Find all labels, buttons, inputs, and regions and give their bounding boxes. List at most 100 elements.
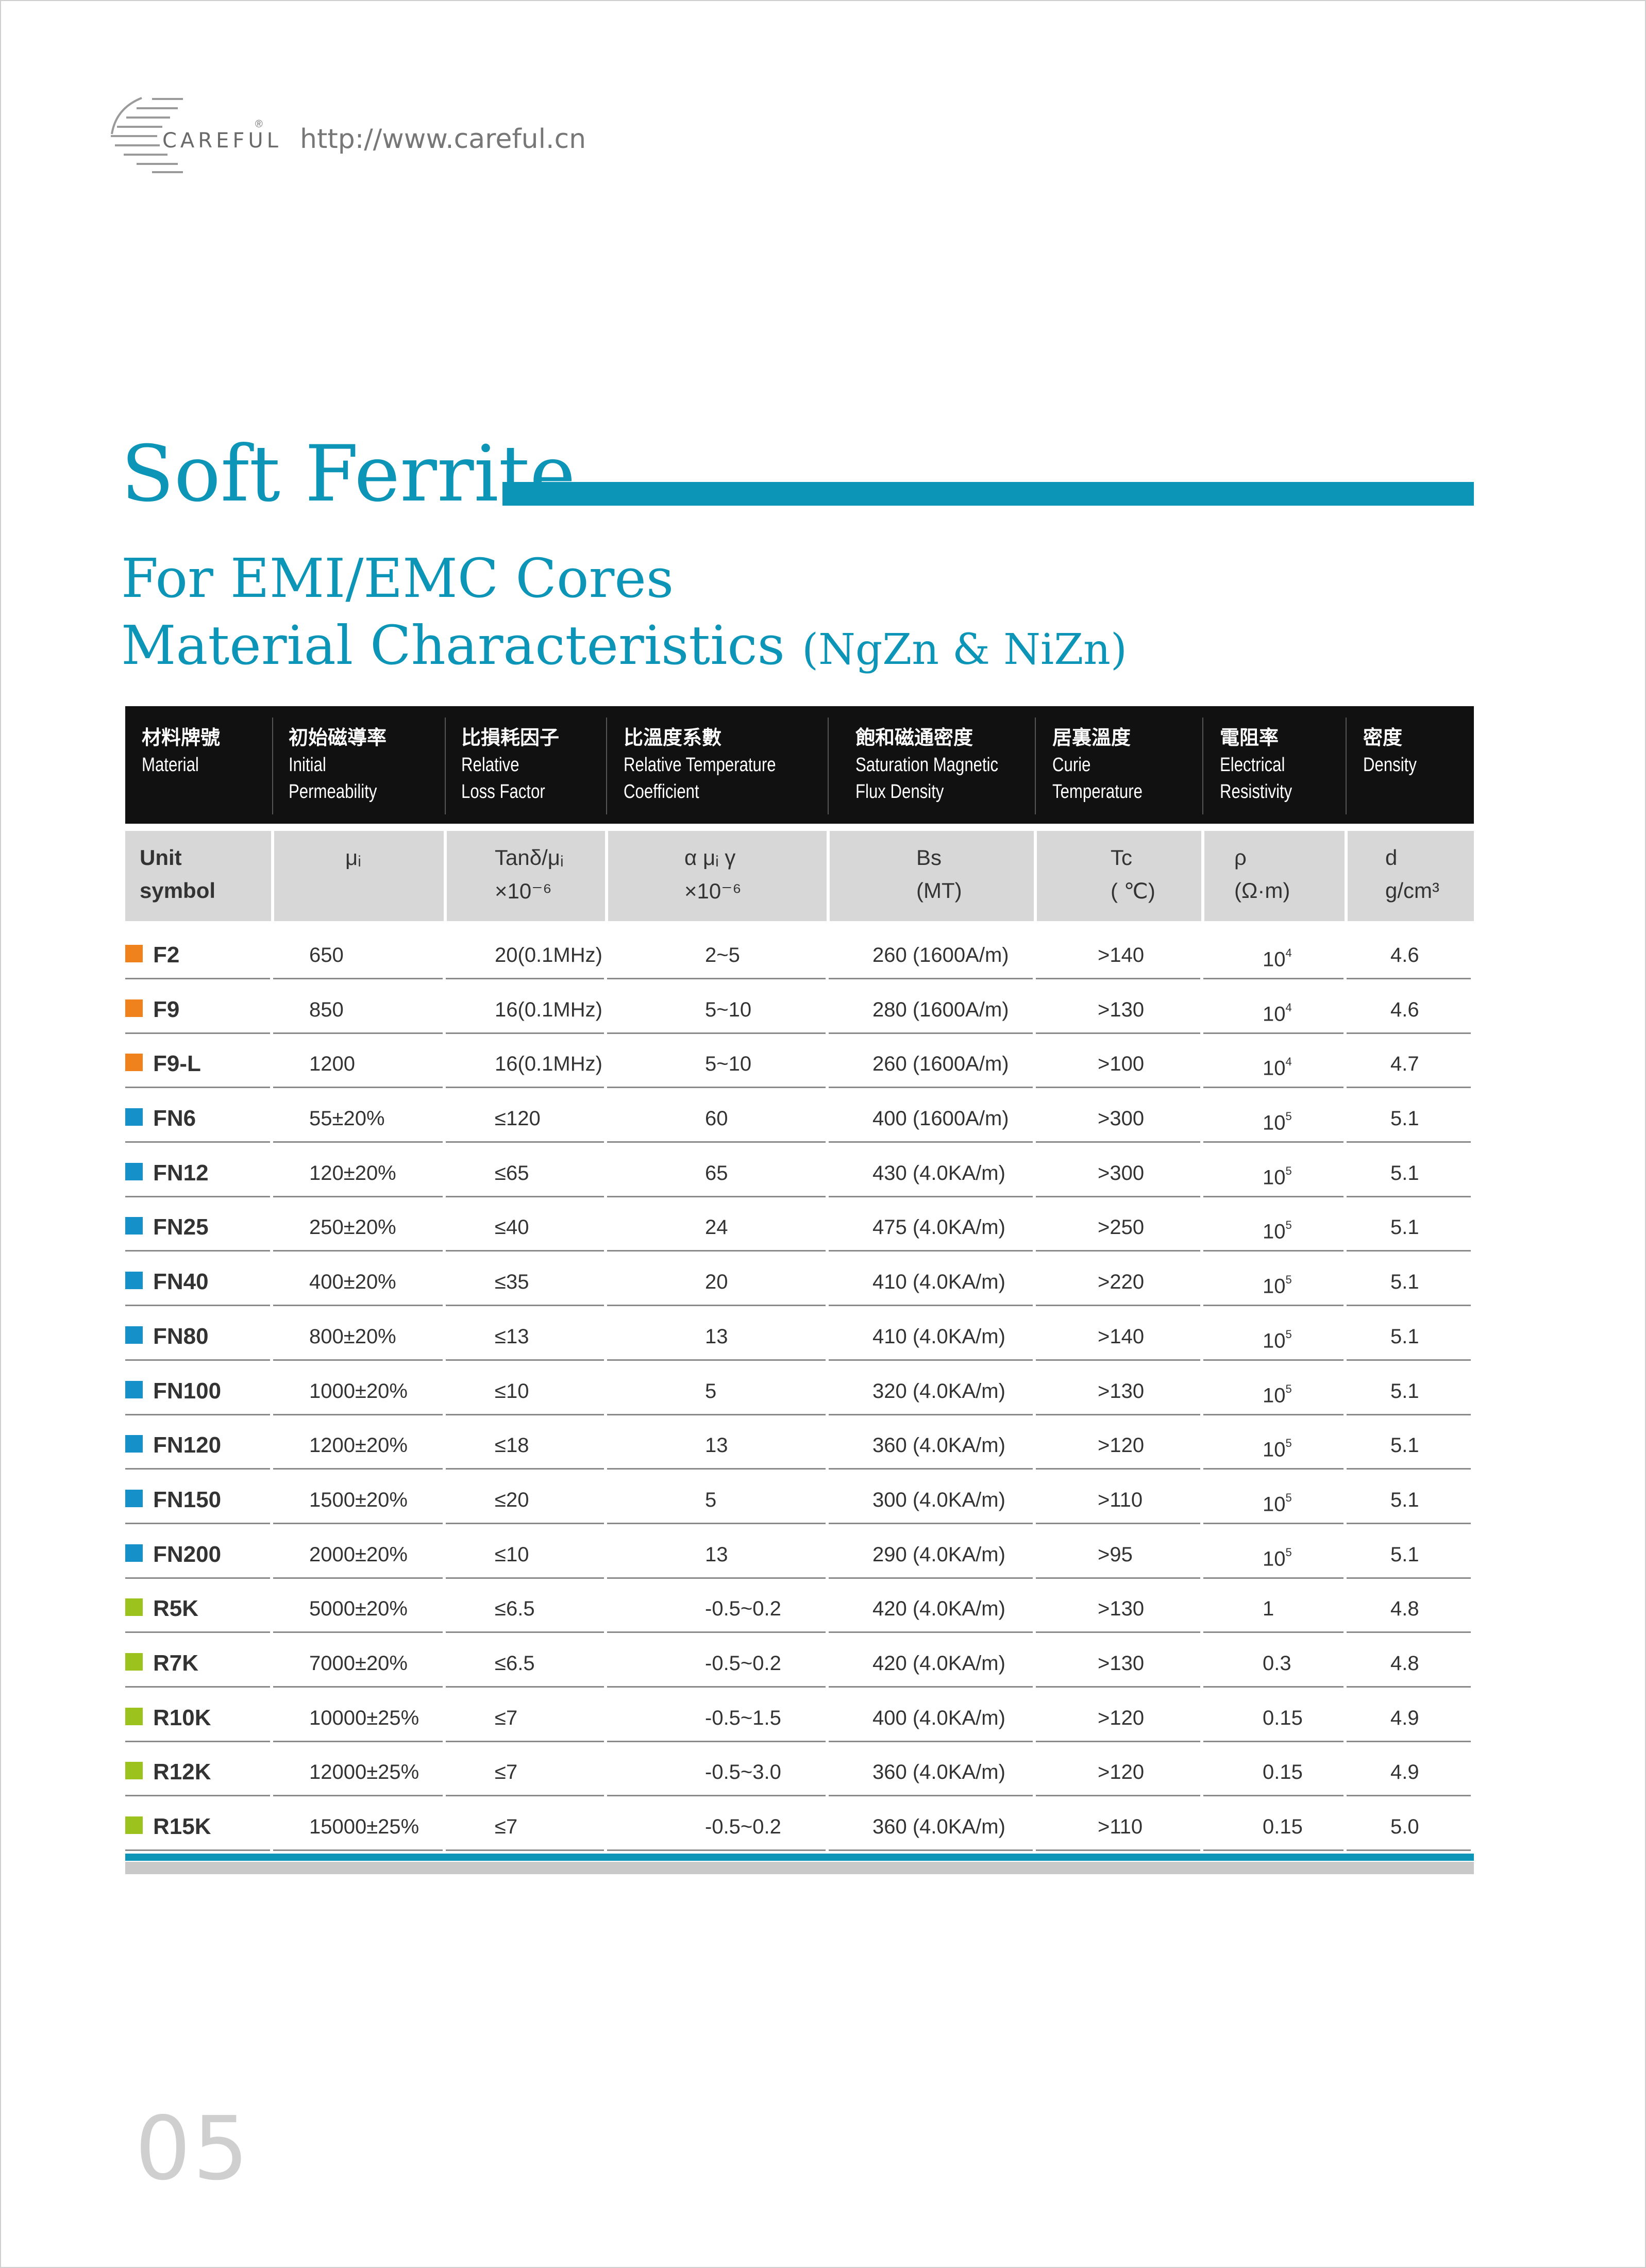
cell-mu: 120±20%: [273, 1144, 443, 1197]
cell-value-d: 4.8: [1390, 1652, 1419, 1675]
cell-tan: ≤6.5: [446, 1580, 604, 1633]
resistivity-base: 10: [1263, 1547, 1286, 1570]
cell-rho: 105: [1203, 1144, 1343, 1197]
cell-value-mu: 5000±20%: [309, 1597, 408, 1621]
column-header-en-line: Coefficient: [624, 781, 699, 803]
unit-cell-4: Bs (MT): [829, 831, 1036, 921]
cell-value-alpha: -0.5~0.2: [705, 1652, 781, 1675]
header-separator: [1346, 718, 1347, 814]
cell-d: 5.1: [1347, 1144, 1471, 1197]
cell-value-alpha: 20: [705, 1271, 728, 1294]
cell-d: 4.6: [1347, 926, 1471, 979]
cell-alpha: -0.5~0.2: [607, 1635, 826, 1688]
material-name: R7K: [153, 1650, 199, 1676]
cell-d: 5.1: [1347, 1090, 1471, 1143]
resistivity-base: 10: [1263, 1166, 1286, 1189]
cell-tc: >120: [1036, 1689, 1200, 1742]
unit-cell-3: α μᵢ γ ×10⁻⁶: [607, 831, 829, 921]
material-color-square-icon: [125, 1653, 143, 1671]
unit-l1: α μᵢ γ: [684, 845, 736, 870]
cell-tc: >140: [1036, 1308, 1200, 1361]
column-header-4: 飽和磁通密度 Saturation Magnetic Flux Density: [829, 706, 1036, 824]
table-row: FN6 55±20% ≤120 60 400 (1600A/m) >300 105 5.1: [125, 1090, 1474, 1144]
table-row: R12K 12000±25% ≤7 -0.5~3.0 360 (4.0KA/m) >120…: [125, 1743, 1474, 1798]
unit-l2: ×10⁻⁶: [684, 879, 742, 903]
cell-value-tan: ≤10: [495, 1543, 529, 1566]
cell-value-tc: >120: [1098, 1434, 1145, 1457]
material-color-square-icon: [125, 1217, 143, 1235]
website-url[interactable]: http://www.careful.cn: [300, 124, 586, 155]
cell-value-alpha: 24: [705, 1216, 728, 1239]
cell-mu: 2000±20%: [273, 1526, 443, 1579]
cell-value-bs: 260 (1600A/m): [872, 944, 1009, 966]
cell-value-bs: 410 (4.0KA/m): [872, 1325, 1005, 1348]
cell-alpha: 2~5: [607, 926, 826, 979]
unit-separator: [1345, 831, 1348, 921]
material-table: 材料牌號 Material 初始磁導率 Initial Permeability 比損耗因…: [125, 706, 1474, 1853]
cell-alpha: 24: [607, 1198, 826, 1252]
column-header-en-line: Relative: [461, 754, 519, 776]
cell-tan: ≤40: [446, 1198, 604, 1252]
cell-value-mu: 650: [309, 944, 344, 966]
header-separator: [272, 718, 273, 814]
material-name: FN40: [153, 1269, 209, 1295]
cell-value-alpha: 5: [705, 1488, 717, 1511]
column-header-0: 材料牌號 Material: [125, 706, 273, 824]
cell-value-tan: ≤35: [495, 1271, 529, 1294]
cell-d: 5.1: [1347, 1308, 1471, 1361]
cell-value-tc: >95: [1098, 1543, 1133, 1566]
resistivity-exponent: 5: [1285, 1491, 1292, 1504]
cell-value-tc: >300: [1098, 1107, 1145, 1130]
column-header-zh: 比損耗因子: [461, 727, 560, 749]
material-cell: R5K: [125, 1580, 270, 1633]
cell-value-tan: ≤40: [495, 1216, 529, 1239]
cell-rho: 0.15: [1203, 1743, 1343, 1797]
cell-tc: >130: [1036, 981, 1200, 1034]
cell-value-d: 4.9: [1390, 1706, 1419, 1729]
cell-d: 5.1: [1347, 1198, 1471, 1252]
cell-rho: 105: [1203, 1198, 1343, 1252]
cell-bs: 320 (4.0KA/m): [829, 1362, 1033, 1415]
cell-mu: 1200±20%: [273, 1416, 443, 1470]
resistivity-base: 10: [1263, 1057, 1286, 1080]
column-header-zh: 電阻率: [1220, 727, 1279, 749]
cell-alpha: 65: [607, 1144, 826, 1197]
material-color-square-icon: [125, 1544, 143, 1562]
cell-value-alpha: -0.5~3.0: [705, 1761, 781, 1784]
material-cell: FN120: [125, 1416, 270, 1470]
cell-value-tan: ≤13: [495, 1325, 529, 1348]
unit-l1: Bs: [916, 845, 942, 870]
resistivity-exponent: 5: [1285, 1273, 1292, 1287]
material-color-square-icon: [125, 1054, 143, 1072]
column-header-zh: 飽和磁通密度: [855, 727, 973, 749]
cell-rho: 105: [1203, 1362, 1343, 1415]
cell-bs: 280 (1600A/m): [829, 981, 1033, 1034]
unit-cell-1: μᵢ: [273, 831, 446, 921]
material-name: FN150: [153, 1487, 222, 1512]
cell-value-d: 4.7: [1390, 1053, 1419, 1076]
resistivity-value: 105: [1263, 1365, 1292, 1421]
material-color-square-icon: [125, 1326, 143, 1344]
resistivity-value: 105: [1263, 1311, 1292, 1366]
unit-cell-5: Tc ( ℃): [1036, 831, 1203, 921]
cell-tc: >130: [1036, 1362, 1200, 1415]
table-row: FN80 800±20% ≤13 13 410 (4.0KA/m) >140 105 5.1: [125, 1308, 1474, 1362]
column-header-zh: 初始磁導率: [289, 727, 387, 749]
unit-separator: [605, 831, 608, 921]
column-header-en-line: Electrical: [1220, 754, 1285, 776]
material-cell: FN12: [125, 1144, 270, 1197]
column-header-en: Density: [1363, 752, 1417, 778]
cell-mu: 15000±25%: [273, 1798, 443, 1851]
cell-tan: ≤18: [446, 1416, 604, 1470]
cell-alpha: 5: [607, 1362, 826, 1415]
cell-mu: 400±20%: [273, 1253, 443, 1307]
cell-value-tc: >250: [1098, 1216, 1145, 1239]
column-header-en-line: Material: [142, 754, 199, 776]
table-header: 材料牌號 Material 初始磁導率 Initial Permeability 比損耗因…: [125, 706, 1474, 824]
resistivity-value: 105: [1263, 1202, 1292, 1257]
cell-rho: 0.15: [1203, 1689, 1343, 1742]
material-color-square-icon: [125, 945, 143, 962]
cell-value-d: 5.1: [1390, 1543, 1419, 1566]
material-cell: FN6: [125, 1090, 270, 1143]
cell-value-tc: >110: [1098, 1488, 1143, 1511]
